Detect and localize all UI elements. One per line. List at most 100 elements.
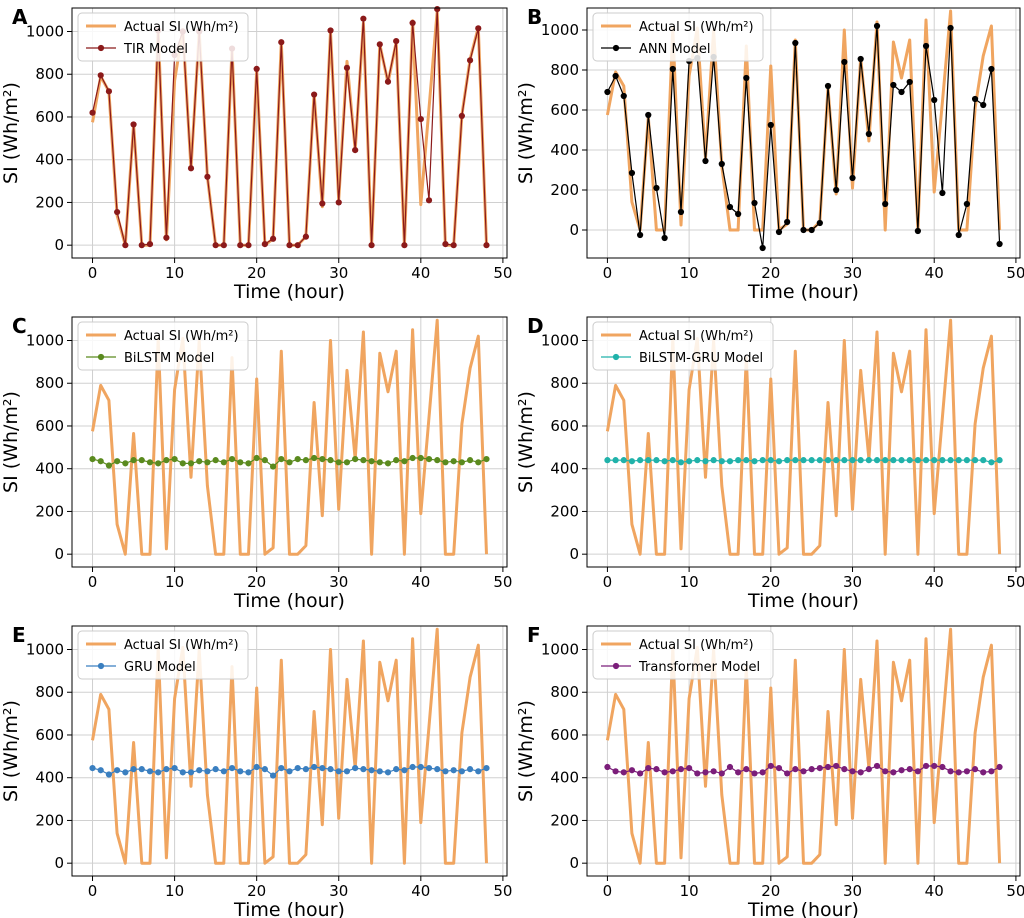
model-point (458, 459, 465, 466)
model-point (360, 766, 367, 773)
model-point (816, 219, 823, 227)
legend-marker (97, 353, 105, 361)
model-point (661, 234, 668, 242)
model-point (434, 766, 441, 773)
model-point (458, 768, 465, 775)
y-tick-label: 400 (35, 769, 64, 787)
y-tick-label: 0 (54, 236, 64, 254)
model-point (212, 242, 219, 249)
model-point (726, 763, 734, 771)
model-point (890, 81, 897, 89)
panel-letter: D (527, 314, 544, 338)
model-point (343, 459, 351, 466)
model-point (922, 457, 930, 464)
model-point (628, 169, 636, 177)
model-point (612, 768, 619, 775)
x-tick-label: 30 (843, 882, 862, 900)
model-point (898, 88, 905, 96)
model-point (220, 242, 227, 249)
model-point (401, 767, 408, 774)
model-point (751, 199, 758, 207)
model-point (368, 242, 375, 249)
model-point (261, 241, 268, 248)
panel-letter: C (12, 314, 27, 338)
model-point (971, 95, 979, 103)
x-tick-label: 10 (680, 882, 699, 900)
x-tick-label: 0 (603, 573, 613, 591)
model-point (882, 768, 889, 775)
model-point (653, 457, 660, 464)
model-point (155, 769, 162, 776)
y-tick-label: 600 (35, 726, 64, 744)
model-point (604, 763, 611, 771)
model-point (882, 200, 889, 208)
model-point (955, 457, 962, 464)
model-point (873, 457, 881, 464)
model-point (637, 231, 644, 239)
x-axis-label: Time (hour) (233, 281, 345, 303)
model-point (645, 764, 652, 772)
model-point (857, 55, 864, 63)
model-point (718, 770, 725, 777)
model-point (130, 121, 137, 128)
y-tick-label: 1000 (26, 332, 64, 350)
x-tick-label: 20 (247, 573, 266, 591)
model-point (122, 769, 129, 776)
legend-label: Actual SI (Wh/m²) (124, 638, 239, 653)
model-point (645, 457, 652, 464)
model-point (171, 764, 178, 772)
axes-frame (586, 625, 1021, 877)
x-tick-label: 50 (493, 573, 512, 591)
y-tick-label: 400 (35, 151, 64, 169)
model-point (759, 457, 766, 464)
model-point (775, 764, 783, 772)
model-point (620, 92, 627, 100)
model-point (196, 458, 203, 465)
model-point (702, 157, 709, 165)
model-point (352, 146, 359, 154)
panel-letter: F (527, 623, 541, 647)
model-point (114, 208, 121, 216)
model-point (466, 766, 474, 773)
model-point (767, 762, 774, 770)
model-point (922, 762, 930, 770)
y-tick-label: 200 (550, 502, 579, 520)
model-point (931, 96, 938, 104)
model-point (237, 768, 244, 775)
model-point (988, 768, 995, 775)
model-point (669, 768, 676, 775)
x-tick-label: 50 (1006, 882, 1024, 900)
model-point (792, 457, 799, 464)
model-point (483, 455, 490, 463)
legend-box (592, 321, 774, 371)
panel-d: 0 10 20 30 40 50 0 200 400 600 800 1000 Time (hour) S… (515, 314, 1024, 612)
model-point (612, 457, 619, 464)
y-tick-label: 400 (550, 769, 579, 787)
x-axis-label: Time (hour) (747, 899, 859, 918)
model-point (947, 457, 954, 464)
legend: Actual SI (Wh/m²) Transformer Model (592, 630, 774, 680)
model-point (311, 91, 318, 98)
model-point (97, 72, 104, 79)
model-point (376, 459, 383, 466)
y-axis-label: SI (Wh/m²) (515, 391, 537, 493)
model-point (743, 766, 750, 773)
model-point (702, 458, 709, 465)
y-axis-label: SI (Wh/m²) (515, 82, 537, 184)
model-point (228, 764, 236, 772)
model-point (327, 27, 334, 34)
model-point (179, 460, 186, 467)
x-tick-label: 10 (680, 573, 699, 591)
axes-frame (586, 316, 1021, 568)
model-point (841, 457, 848, 464)
model-point (204, 459, 211, 466)
y-tick-label: 800 (550, 374, 579, 392)
model-point (890, 769, 897, 776)
legend-label: Transformer Model (638, 660, 760, 675)
model-point (286, 768, 293, 775)
model-point (483, 764, 490, 772)
model-point (417, 116, 424, 123)
model-point (105, 462, 113, 469)
legend-marker (97, 44, 105, 52)
